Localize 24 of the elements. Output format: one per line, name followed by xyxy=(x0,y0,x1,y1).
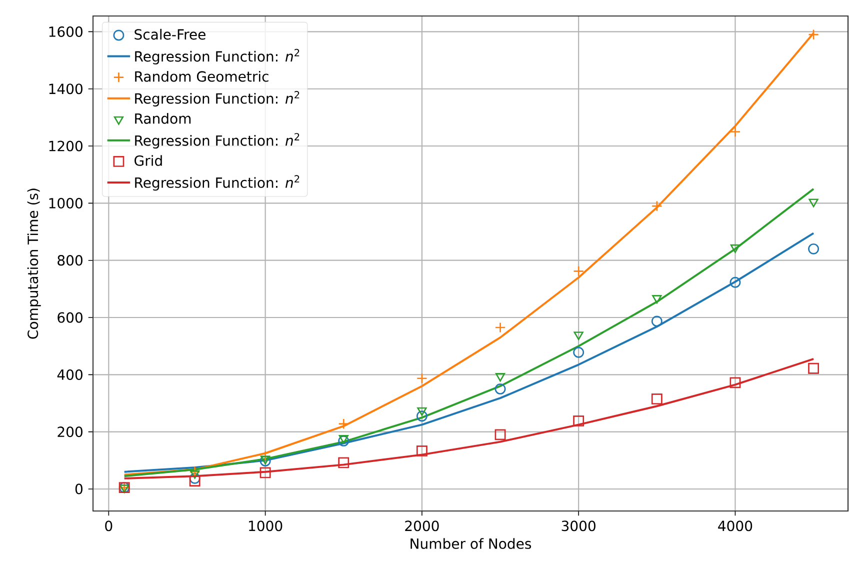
legend-label: Grid xyxy=(134,155,162,166)
y-tick-label: 400 xyxy=(57,369,82,380)
y-tick-label: 0 xyxy=(75,484,82,494)
legend-label: Regression Function: n$^{2}$ xyxy=(135,175,300,191)
y-tick-label: 200 xyxy=(58,426,82,438)
x-axis-title: Number of Nodes xyxy=(410,538,532,549)
y-tick-label: 600 xyxy=(58,312,82,323)
legend-label: Random xyxy=(135,113,191,124)
legend-label: Regression Function: n$^{2}$ xyxy=(135,91,300,106)
x-tick-label: 2000 xyxy=(405,520,439,532)
y-tick-label: 1600 xyxy=(49,26,82,37)
y-tick-label: 1400 xyxy=(49,84,82,94)
legend-label: Regression Function: n$^{2}$ xyxy=(135,48,300,64)
y-axis-title: Computation Time (s) xyxy=(27,188,41,339)
y-tick-label: 1000 xyxy=(49,198,82,208)
x-tick-label: 3000 xyxy=(562,520,596,532)
y-tick-label: 1200 xyxy=(49,140,82,152)
legend-label: Random Geometric xyxy=(135,70,268,82)
x-tick-label: 4000 xyxy=(718,520,752,532)
legend-label: Regression Function: n$^{2}$ xyxy=(135,133,300,149)
x-tick-label: 0 xyxy=(105,520,112,532)
x-tick-label: 1000 xyxy=(249,520,282,532)
y-tick-label: 800 xyxy=(58,255,82,266)
legend-label: Scale-Free xyxy=(134,28,206,40)
